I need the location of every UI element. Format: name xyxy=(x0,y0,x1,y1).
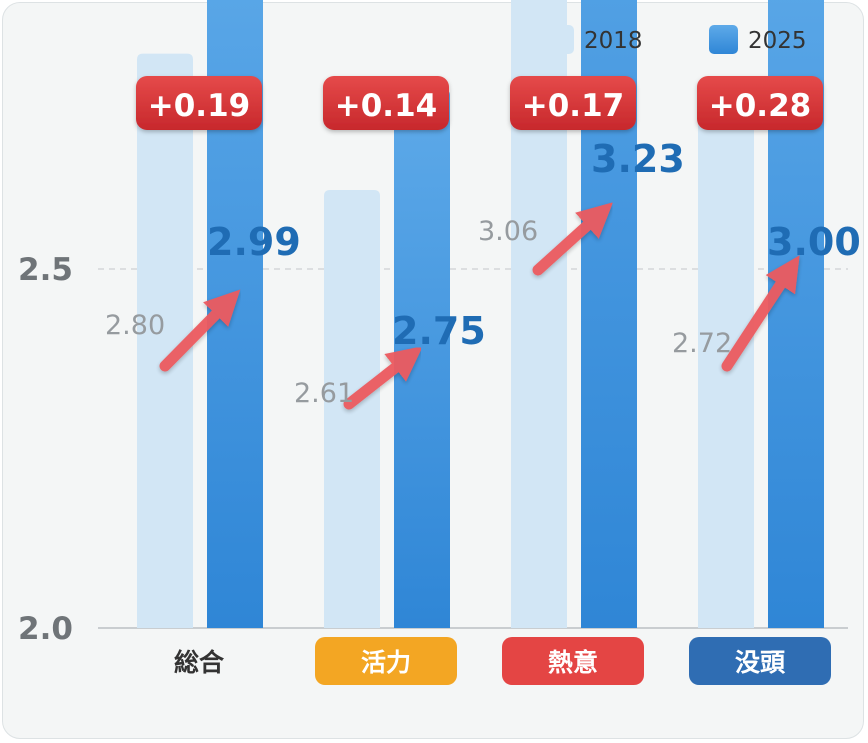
value-label-2018: 3.06 xyxy=(478,216,538,247)
bar-2018 xyxy=(511,0,567,628)
category-chip xyxy=(689,637,831,685)
category-label-group: 総合 xyxy=(174,648,225,677)
bar-2025 xyxy=(581,0,637,628)
increase-arrow-icon xyxy=(159,289,241,372)
difference-label: +0.17 xyxy=(522,88,624,124)
value-label-2018: 2.61 xyxy=(294,378,354,409)
y-tick-label: 2.5 xyxy=(18,252,73,288)
difference-badge: +0.19 xyxy=(136,76,262,130)
difference-label: +0.28 xyxy=(709,88,811,124)
y-tick-label: 2.0 xyxy=(18,611,73,647)
value-label-2025: 2.99 xyxy=(207,220,301,264)
bar-2025 xyxy=(768,0,824,628)
difference-label: +0.14 xyxy=(335,88,437,124)
category-chip xyxy=(502,637,644,685)
value-label-2025: 3.23 xyxy=(591,137,685,181)
difference-badge: +0.14 xyxy=(323,76,449,130)
difference-badge-bg xyxy=(510,76,636,130)
category-label: 熱意 xyxy=(548,648,598,677)
legend-item-2025: 2025 xyxy=(709,25,807,54)
category-label-group: 活力 xyxy=(315,637,457,685)
bar-2018 xyxy=(137,53,193,629)
legend-item-2018: 2018 xyxy=(545,25,643,54)
legend-label: 2018 xyxy=(584,28,643,54)
value-label-2025: 3.00 xyxy=(767,220,861,264)
increase-arrow-icon xyxy=(343,346,423,410)
difference-badge-bg xyxy=(136,76,262,130)
value-label-2025: 2.75 xyxy=(392,309,486,353)
value-label-2018: 2.72 xyxy=(672,328,732,359)
category-label-group: 没頭 xyxy=(689,637,831,685)
category-chip xyxy=(315,637,457,685)
category-label-group: 熱意 xyxy=(502,637,644,685)
category-label: 活力 xyxy=(361,648,411,677)
category-label: 総合 xyxy=(174,648,225,677)
difference-label: +0.19 xyxy=(148,88,250,124)
increase-arrow-icon xyxy=(721,255,800,372)
legend-swatch xyxy=(709,25,738,54)
increase-arrow-icon xyxy=(532,202,614,276)
difference-badge-bg xyxy=(323,76,449,130)
legend-label: 2025 xyxy=(748,28,807,54)
bar-2018 xyxy=(324,190,380,628)
difference-badge: +0.17 xyxy=(510,76,636,130)
category-label: 没頭 xyxy=(735,648,786,677)
difference-badge: +0.28 xyxy=(697,76,823,130)
difference-badge-bg xyxy=(697,76,823,130)
legend-swatch xyxy=(545,25,574,54)
value-label-2018: 2.80 xyxy=(105,310,165,341)
